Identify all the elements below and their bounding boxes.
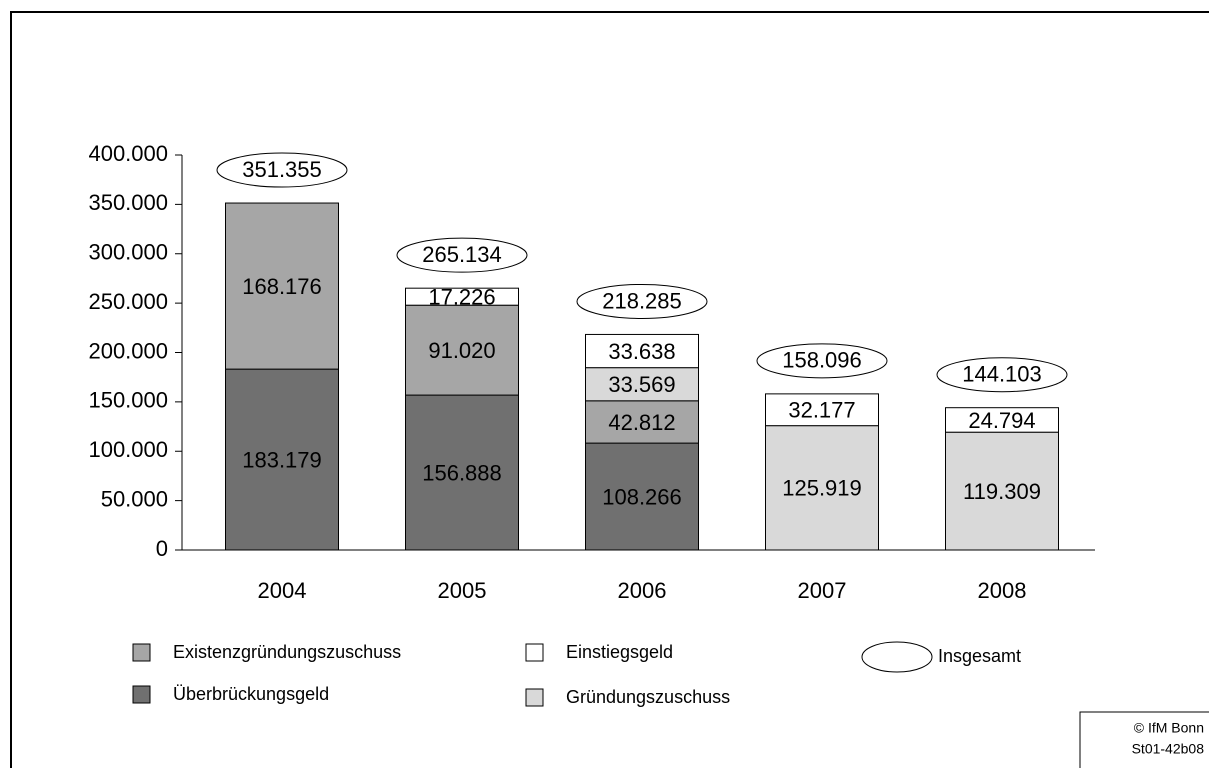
- y-tick-label: 400.000: [88, 141, 168, 166]
- x-tick-label: 2007: [798, 578, 847, 603]
- total-ellipse: [936, 357, 1068, 393]
- value-label: 125.919: [782, 476, 862, 501]
- legend-swatch: [861, 641, 933, 673]
- bar-segment: [225, 202, 339, 370]
- value-label: 156.888: [422, 460, 502, 485]
- y-tick-label: 350.000: [88, 190, 168, 215]
- legend-label: Insgesamt: [938, 646, 1021, 666]
- source-text: © IfM Bonn: [1134, 720, 1204, 736]
- value-label: 108.266: [602, 484, 682, 509]
- legend-label: Einstiegsgeld: [566, 642, 673, 662]
- legend-swatch: [132, 685, 151, 704]
- value-label: 168.176: [242, 274, 322, 299]
- bar-segment: [765, 393, 879, 427]
- y-tick-label: 0: [156, 536, 168, 561]
- total-ellipse: [576, 283, 708, 319]
- bar-segment: [945, 407, 1059, 433]
- y-tick-label: 150.000: [88, 388, 168, 413]
- value-label: 33.638: [608, 339, 675, 364]
- value-label: 119.309: [963, 479, 1041, 504]
- bar-segment: [765, 425, 879, 551]
- legend-swatch: [525, 643, 544, 662]
- total-label: 158.096: [782, 348, 862, 373]
- legend-swatch: [132, 643, 151, 662]
- legend-label: Existenzgründungszuschuss: [173, 642, 401, 662]
- bar-segment: [405, 304, 519, 396]
- y-tick-label: 100.000: [88, 437, 168, 462]
- bar-segment: [585, 400, 699, 444]
- x-tick-label: 2004: [258, 578, 307, 603]
- bar-segment: [585, 367, 699, 402]
- bar-segment: [585, 333, 699, 369]
- total-label: 144.103: [962, 362, 1042, 387]
- source-box: [1079, 711, 1209, 768]
- bar-segment: [405, 394, 519, 551]
- bar-segment: [405, 287, 519, 306]
- bar-segment: [585, 442, 699, 551]
- y-tick-label: 250.000: [88, 289, 168, 314]
- total-label: 351.355: [242, 157, 322, 182]
- y-tick-label: 50.000: [101, 486, 168, 511]
- bar-segment: [945, 431, 1059, 551]
- bar-segment: [225, 368, 339, 551]
- source-text: St01-42b08: [1132, 741, 1205, 757]
- value-label: 91.020: [428, 338, 495, 363]
- legend-swatch: [525, 688, 544, 707]
- value-label: 32.177: [788, 398, 855, 423]
- value-label: 24.794: [968, 408, 1035, 433]
- legend-label: Überbrückungsgeld: [173, 684, 329, 704]
- total-ellipse: [756, 343, 888, 379]
- value-label: 42.812: [608, 410, 675, 435]
- value-label: 17.226: [428, 284, 495, 309]
- value-label: 183.179: [242, 447, 322, 472]
- total-label: 265.134: [422, 242, 502, 267]
- x-tick-label: 2006: [618, 578, 667, 603]
- y-tick-label: 300.000: [88, 240, 168, 265]
- y-tick-label: 200.000: [88, 338, 168, 363]
- value-label: 33.569: [608, 372, 675, 397]
- total-ellipse: [396, 237, 528, 273]
- total-label: 218.285: [602, 288, 682, 313]
- x-tick-label: 2008: [978, 578, 1027, 603]
- legend-label: Gründungszuschuss: [566, 687, 730, 707]
- x-tick-label: 2005: [438, 578, 487, 603]
- total-ellipse: [216, 152, 348, 188]
